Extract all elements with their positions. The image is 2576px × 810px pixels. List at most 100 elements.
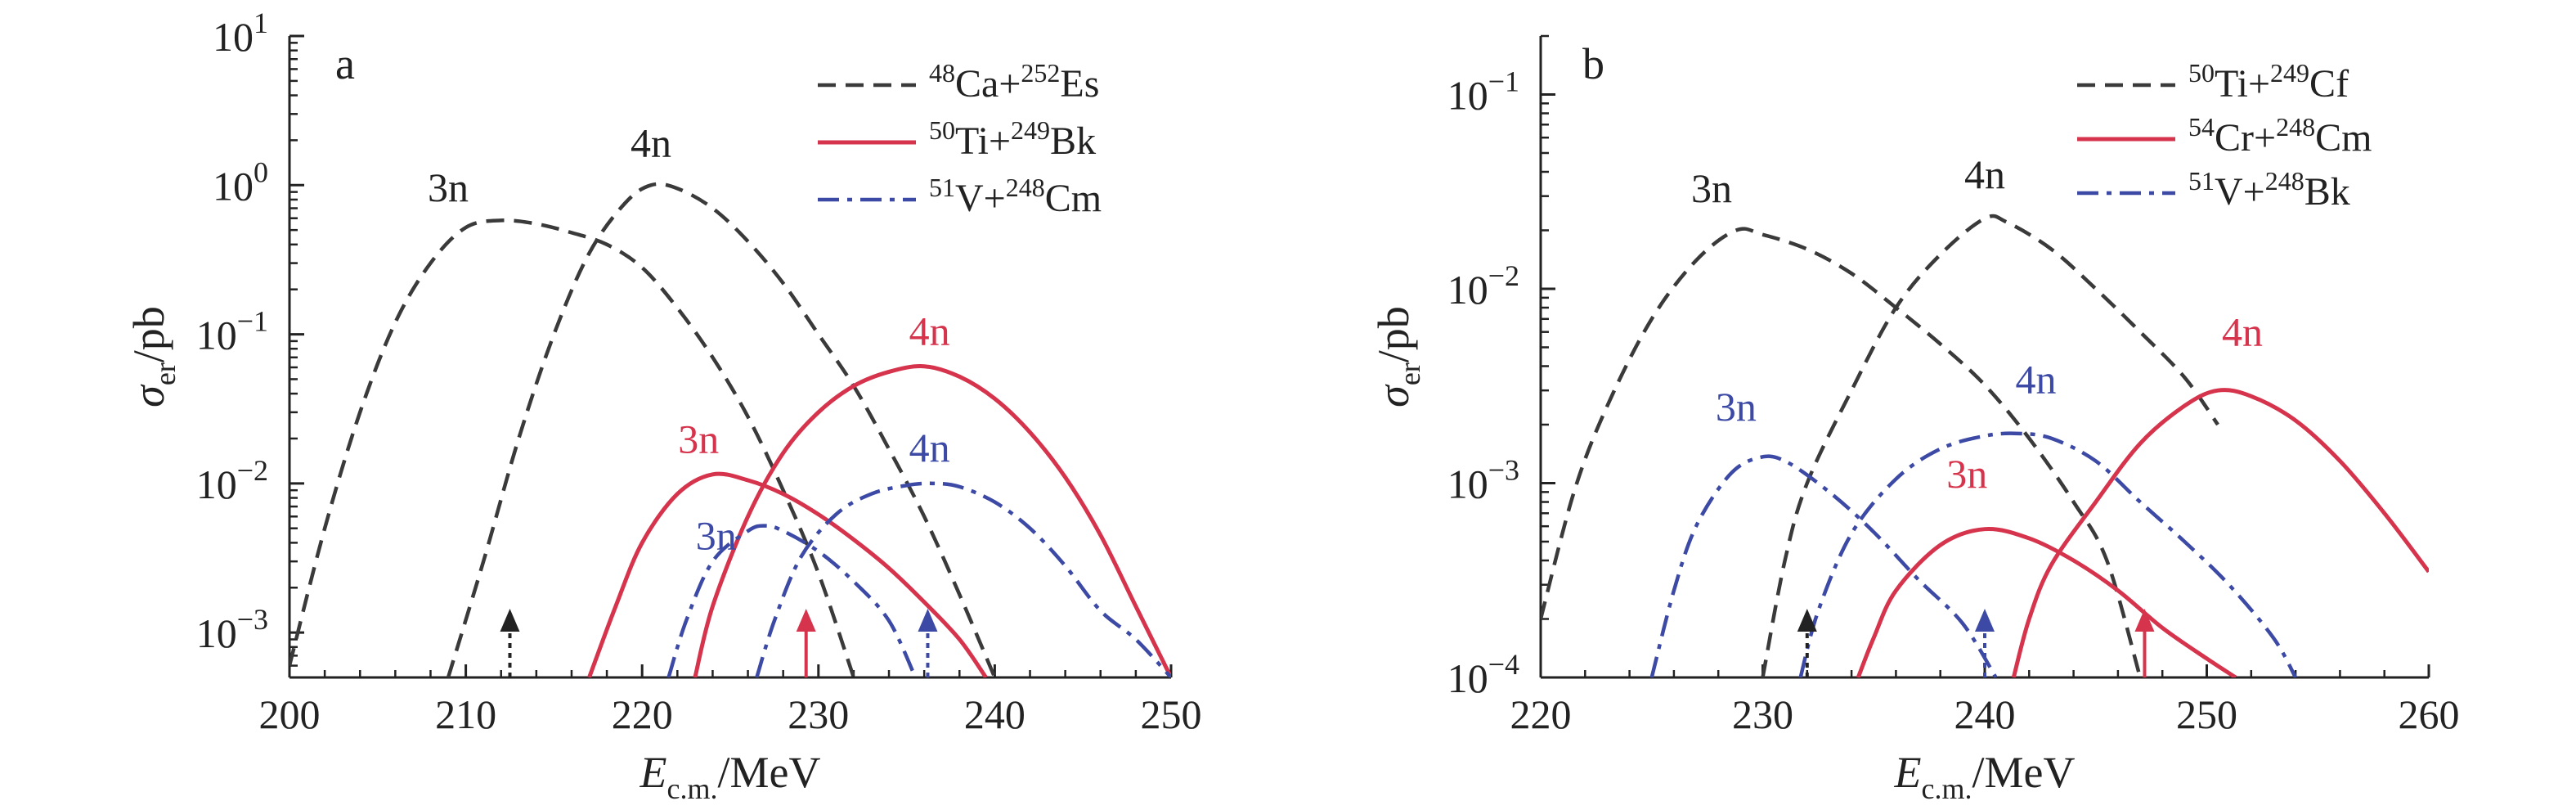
y-axis-title: σer/pb [1369, 306, 1426, 407]
y-axis-title-symbol: σ [124, 384, 173, 407]
legend-mass-number: 51 [929, 173, 955, 202]
y-tick-label: 10−1 [1447, 65, 1519, 118]
x-axis-title-symbol: E [1894, 748, 1922, 797]
legend-symbol: Cm [2315, 116, 2372, 160]
legend-mass-number: 248 [1006, 173, 1045, 202]
plot-area [1541, 214, 2429, 677]
panel-b: 220 230 240 250 26010−410−310−210−1Ec.m./MeV… [1369, 34, 2460, 805]
y-tick-base: 10 [1447, 267, 1488, 313]
x-axis-title-subscript: c.m. [1922, 772, 1972, 805]
legend-label: 50Ti+249Cf [2188, 58, 2349, 106]
legend-mass-number: 50 [929, 115, 955, 145]
legend-mass-number: 248 [2265, 166, 2304, 196]
x-axis-title-unit: /MeV [718, 748, 821, 797]
legend-mass-number: 252 [1021, 58, 1060, 88]
x-tick-label: 210 [435, 691, 496, 737]
y-tick-exponent: 0 [254, 155, 268, 188]
legend-symbol: Bk [2304, 170, 2350, 214]
barrier-arrow-head [2134, 609, 2155, 632]
curve-label-4n: 4n [2222, 308, 2263, 354]
y-tick-exponent: −1 [1488, 65, 1519, 97]
legend-label: 51V+248Cm [929, 173, 1102, 220]
series-1-curve-4n [2011, 388, 2429, 677]
barrier-arrow-head [918, 609, 938, 632]
y-tick-base: 10 [1447, 72, 1488, 118]
y-tick-label: 10−4 [1447, 648, 1519, 701]
x-tick-label: 200 [259, 691, 321, 737]
x-tick-label: 230 [788, 691, 849, 737]
y-tick-base: 10 [196, 461, 237, 507]
legend-label: 54Cr+248Cm [2188, 112, 2372, 160]
y-tick-label: 101 [213, 7, 268, 60]
x-axis-title: Ec.m./MeV [1894, 748, 2076, 805]
curve-label-3n: 3n [696, 513, 737, 559]
curve-label-3n: 3n [1716, 384, 1757, 430]
legend-mass-number: 54 [2188, 112, 2215, 142]
y-tick-base: 10 [1447, 461, 1488, 506]
series-2-curve-4n [1798, 431, 2298, 677]
y-axis-title: σer/pb [124, 306, 182, 407]
series-0-curve-3n [1541, 227, 2143, 677]
x-tick-label: 240 [1954, 691, 2016, 737]
legend-symbol: V+ [955, 177, 1006, 220]
x-axis-title-symbol: E [640, 748, 667, 797]
curve-label-4n: 4n [909, 425, 950, 470]
x-tick-label: 250 [1141, 691, 1202, 737]
x-axis-title-unit: /MeV [1972, 748, 2076, 797]
series-0-curve-4n [1761, 214, 2219, 677]
y-tick-exponent: −3 [237, 603, 268, 636]
y-axis-title-unit: /pb [124, 306, 173, 362]
legend-mass-number: 248 [2276, 112, 2315, 142]
legend-label: 48Ca+252Es [929, 58, 1099, 106]
curve-label-4n: 4n [1964, 151, 2005, 197]
y-axis-title-subscript: er [149, 362, 182, 385]
y-tick-exponent: −1 [237, 305, 268, 338]
legend-label: 51V+248Bk [2188, 166, 2350, 214]
y-tick-label: 10−2 [1447, 259, 1519, 313]
y-tick-base: 10 [213, 14, 254, 60]
legend-symbol: Es [1060, 62, 1099, 106]
barrier-arrow-head [500, 609, 520, 632]
series-2-curve-3n [666, 524, 918, 677]
y-tick-base: 10 [196, 610, 237, 656]
y-tick-base: 10 [213, 163, 254, 209]
plot-area [289, 182, 1171, 677]
curve-label-3n: 3n [428, 164, 469, 210]
curve-label-3n: 3n [1691, 165, 1732, 211]
y-tick-exponent: −2 [237, 454, 268, 487]
series-1-curve-4n [693, 364, 1171, 677]
x-tick-label: 240 [964, 691, 1025, 737]
y-axis-title-group: σer/pb [1369, 306, 1426, 407]
y-tick-label: 10−3 [196, 603, 268, 656]
y-tick-base: 10 [196, 313, 237, 358]
curve-label-3n: 3n [678, 416, 719, 462]
legend-symbol: Bk [1050, 119, 1096, 163]
y-tick-label: 100 [213, 155, 268, 209]
curve-label-4n: 4n [631, 120, 671, 166]
barrier-arrow-head [796, 609, 816, 632]
panel-letter: b [1582, 39, 1604, 88]
y-tick-exponent: −4 [1488, 648, 1519, 681]
legend-mass-number: 51 [2188, 166, 2215, 196]
y-tick-base: 10 [1447, 655, 1488, 701]
legend-symbol: V+ [2215, 170, 2265, 214]
y-tick-label: 10−2 [196, 454, 268, 507]
barrier-arrow-head [1797, 609, 1817, 632]
series-2-curve-3n [1649, 454, 1998, 677]
y-tick-label: 10−3 [1447, 453, 1519, 506]
curve-label-4n: 4n [2015, 357, 2056, 403]
x-tick-label: 220 [1510, 691, 1572, 737]
legend-mass-number: 249 [1011, 115, 1050, 145]
y-tick-exponent: −3 [1488, 453, 1519, 486]
legend-symbol: Cf [2309, 62, 2349, 106]
legend-mass-number: 249 [2270, 58, 2309, 88]
curve-label-3n: 3n [1946, 451, 1987, 497]
x-tick-label: 250 [2176, 691, 2237, 737]
y-tick-exponent: −2 [1488, 259, 1519, 292]
series-0-curve-4n [446, 182, 997, 677]
x-tick-label: 230 [1732, 691, 1793, 737]
legend-symbol: Ca+ [955, 62, 1021, 106]
legend-mass-number: 48 [929, 58, 955, 88]
y-axis-title-symbol: σ [1369, 384, 1418, 407]
curve-label-4n: 4n [909, 308, 950, 353]
